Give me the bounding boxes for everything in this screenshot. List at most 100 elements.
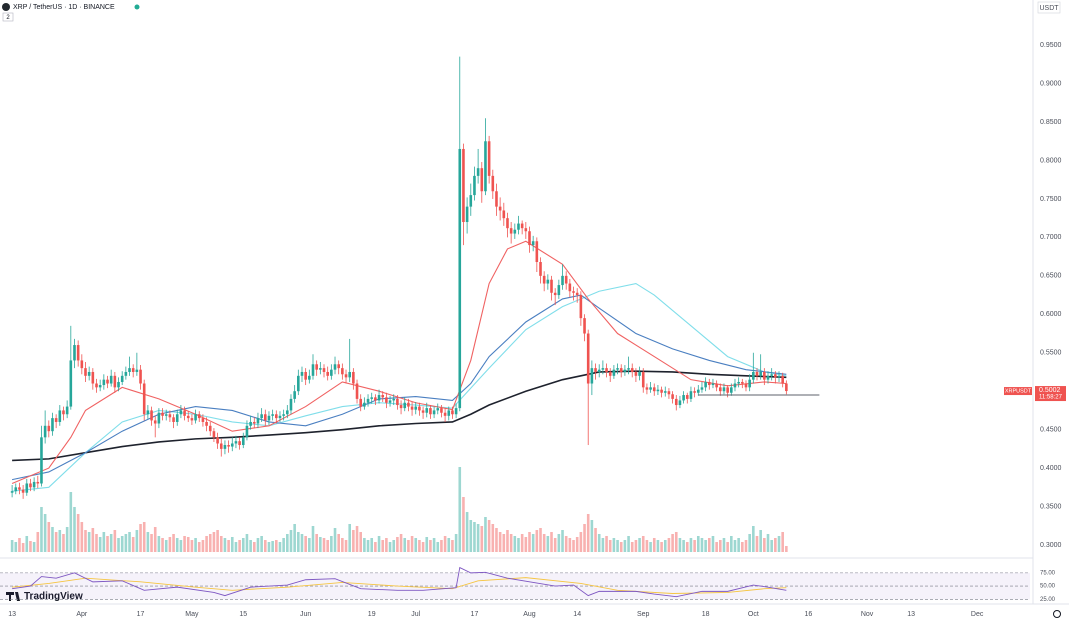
volume-bar [454, 534, 458, 552]
volume-bar [47, 522, 51, 552]
volume-bar [480, 526, 484, 552]
y-tick-label: 0.7000 [1040, 234, 1062, 241]
candle-body [597, 369, 601, 372]
volume-bar [645, 540, 649, 552]
candle-body [440, 408, 443, 413]
volume-bar [605, 536, 608, 552]
collapse-button[interactable] [2, 12, 14, 22]
candle-body [730, 387, 733, 393]
candle-body [407, 402, 410, 407]
candle-body [443, 412, 447, 416]
x-tick-label: 19 [368, 611, 376, 618]
candle-body [179, 410, 183, 415]
volume-bar [630, 542, 634, 552]
volume-bar [80, 522, 84, 552]
volume-bar [748, 534, 751, 552]
candle-body [696, 389, 700, 393]
candle-body [741, 381, 744, 384]
candle-body [245, 425, 249, 438]
volume-bar [520, 534, 524, 552]
volume-bar [436, 542, 440, 552]
volume-bar [418, 540, 421, 552]
currency: USDT [1039, 5, 1059, 12]
candle-body [513, 229, 517, 234]
candle-body [319, 368, 322, 370]
candle-body [117, 381, 120, 388]
volume-bar [322, 538, 326, 552]
volume-bar [260, 536, 263, 552]
logo-text[interactable]: TradingView [24, 591, 83, 602]
volume-bar [663, 540, 667, 552]
volume-bar [667, 538, 671, 552]
candle-body [539, 262, 542, 276]
volume-bar [498, 532, 502, 552]
candle-body [47, 425, 51, 432]
volume-bar [425, 537, 429, 552]
candle-body [282, 414, 285, 416]
y-tick-label: 0.9500 [1040, 42, 1062, 49]
candle-body [230, 443, 234, 447]
volume-bar [278, 542, 282, 552]
chart-title[interactable]: XRP / TetherUS · 1D · BINANCE [13, 4, 115, 11]
candle-body [399, 405, 403, 409]
volume-bar [139, 524, 142, 552]
volume-bar [157, 536, 161, 552]
candle-body [542, 275, 546, 284]
candle-body [263, 414, 267, 421]
volume-bar [131, 537, 135, 552]
volume-bar [153, 527, 157, 552]
candle-body [763, 371, 766, 380]
candle-body [315, 364, 318, 370]
volume-bar [707, 538, 711, 552]
candle-body [65, 406, 69, 415]
candle-body [172, 417, 175, 422]
volume-bar [87, 532, 91, 552]
volume-bar [396, 537, 399, 552]
candle-body [583, 318, 586, 334]
settings-icon[interactable] [1053, 610, 1061, 618]
candle-body [300, 371, 304, 376]
volume-bar [693, 540, 696, 552]
volume-bar [201, 540, 205, 552]
volume-bar [95, 534, 98, 552]
candle-body [785, 383, 788, 392]
candle-body [663, 391, 667, 393]
candle-body [330, 369, 333, 376]
currency-button[interactable] [1037, 1, 1061, 14]
volume-bar [164, 540, 168, 552]
candle-body [227, 445, 230, 447]
candle-body [234, 441, 238, 444]
candle-body [656, 389, 660, 392]
volume-bar [212, 532, 216, 552]
candle-body [381, 395, 385, 398]
volume-bar [315, 534, 318, 552]
candle-body [87, 371, 91, 376]
volume-bar [175, 538, 179, 552]
volume-bar [696, 536, 700, 552]
volume-bar [76, 514, 80, 552]
volume-bar [54, 532, 58, 552]
candle-body [594, 368, 597, 372]
volume-bar [509, 534, 513, 552]
candle-body [458, 148, 462, 409]
candle-body [755, 371, 759, 376]
candle-body [157, 412, 161, 424]
y-tick-label: 0.8000 [1040, 157, 1062, 164]
price-tag [1035, 386, 1066, 402]
x-tick-label: 17 [471, 611, 479, 618]
candle-body [120, 375, 124, 382]
price-tag-value: 0.5002 [1039, 387, 1061, 394]
volume-bar [377, 536, 381, 552]
volume-bar [381, 540, 385, 552]
volume-bar [205, 536, 208, 552]
candle-body [36, 481, 40, 484]
candle-body [377, 395, 381, 401]
volume-bar [399, 534, 403, 552]
volume-bar [142, 522, 146, 552]
volume-bar [719, 540, 722, 552]
candle-body [252, 421, 256, 424]
candle-body [502, 210, 506, 219]
y-tick-label: 0.3000 [1040, 542, 1062, 549]
candle-body [671, 394, 674, 399]
